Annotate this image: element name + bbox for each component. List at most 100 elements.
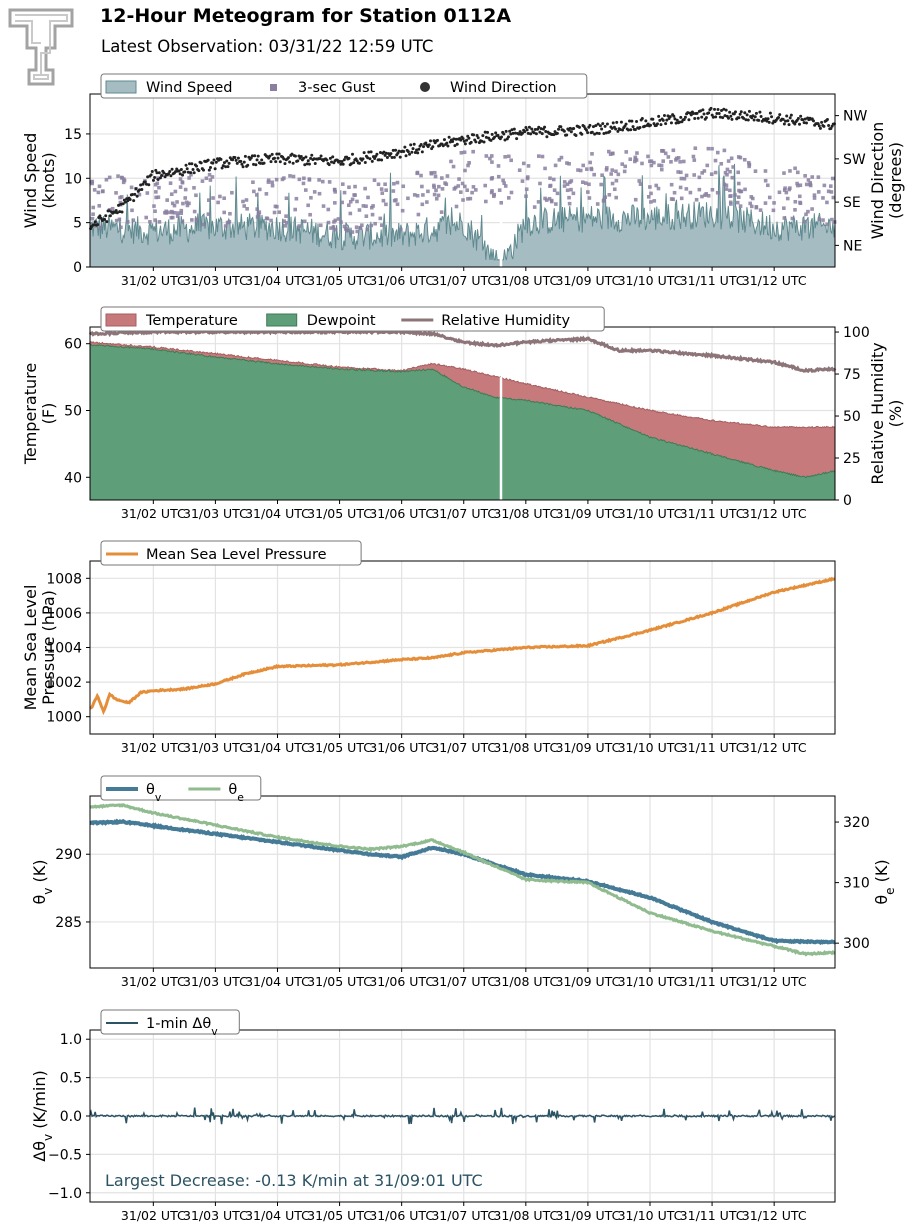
gust-point <box>691 154 696 159</box>
gust-point <box>587 196 592 200</box>
gust-point <box>554 202 558 206</box>
gust-point <box>790 216 795 221</box>
wind-direction-point <box>643 124 647 128</box>
wind-direction-point <box>139 183 143 187</box>
wind-direction-point <box>811 119 815 123</box>
wind-direction-point <box>352 161 356 165</box>
x-tick-label: 31/11 UTC <box>680 273 745 288</box>
wind-direction-point <box>327 163 331 167</box>
gust-point <box>348 211 353 216</box>
wind-direction-point <box>424 141 428 145</box>
gust-point <box>736 181 741 186</box>
wind-direction-point <box>665 118 669 122</box>
wind-direction-point <box>366 156 370 160</box>
gust-point <box>669 160 673 164</box>
y-axis-label-line: Temperature <box>21 363 40 465</box>
gust-point <box>350 197 355 202</box>
wind-direction-point <box>758 110 762 114</box>
axes-frame <box>89 795 836 969</box>
legend-marker <box>420 82 430 92</box>
gust-point <box>763 178 768 183</box>
gust-point <box>679 176 684 181</box>
gust-point <box>169 192 174 196</box>
wind-direction-point <box>147 183 151 187</box>
y-tick-label: 1004 <box>46 641 82 657</box>
x-tick-label: 31/06 UTC <box>369 974 434 989</box>
wind-direction-point <box>602 131 606 135</box>
gust-point <box>652 160 656 165</box>
wind-direction-point <box>195 164 199 168</box>
x-tick-label: 31/02 UTC <box>121 506 186 521</box>
wind-direction-point <box>594 124 598 128</box>
gust-point <box>763 201 768 205</box>
wind-direction-point <box>132 199 136 203</box>
y-axis-label: θv (K) <box>30 860 55 905</box>
gust-point <box>633 159 637 164</box>
x-tick-label: 31/10 UTC <box>618 273 683 288</box>
x-tick-label: 31/08 UTC <box>493 273 558 288</box>
gust-point <box>176 211 180 215</box>
gust-point <box>610 168 615 172</box>
wind-direction-point <box>416 151 420 155</box>
gust-point <box>114 191 118 195</box>
gust-point <box>728 169 732 174</box>
gust-point <box>724 187 729 191</box>
gust-point <box>363 186 367 191</box>
gust-point <box>175 214 180 218</box>
wind-direction-point <box>342 158 346 162</box>
gust-point <box>419 173 423 178</box>
gust-point <box>704 192 709 196</box>
wind-direction-point <box>135 194 139 198</box>
wind-direction-point <box>408 152 412 156</box>
gust-point <box>466 197 470 201</box>
gust-point <box>586 190 590 194</box>
gust-point <box>230 190 234 195</box>
gust-point <box>684 173 689 178</box>
wind-direction-point <box>286 156 290 160</box>
gust-point <box>360 223 364 228</box>
wind-direction-point <box>829 126 833 130</box>
wind-direction-point <box>718 115 722 119</box>
gust-point <box>499 200 504 205</box>
x-tick-label: 31/12 UTC <box>742 273 807 288</box>
x-tick-label: 31/02 UTC <box>121 273 186 288</box>
gust-point <box>270 183 275 188</box>
gust-point <box>445 174 450 178</box>
wind-direction-point <box>782 122 786 126</box>
gust-point <box>754 205 759 209</box>
y-tick-label: 1002 <box>46 675 82 691</box>
wind-direction-point <box>121 202 125 206</box>
wind-direction-point <box>318 157 322 161</box>
gust-point <box>830 217 834 222</box>
gust-point <box>352 193 356 197</box>
gust-point <box>742 157 747 162</box>
wind-direction-point <box>557 127 561 131</box>
gust-point <box>164 209 168 214</box>
wind-direction-point <box>619 120 623 124</box>
gust-point <box>693 146 698 151</box>
legend-label: Mean Sea Level Pressure <box>146 547 327 563</box>
wind-direction-point <box>666 114 670 118</box>
gust-point <box>796 183 800 188</box>
wind-direction-point <box>146 175 150 179</box>
gust-point <box>497 188 502 192</box>
wind-direction-point <box>357 161 361 165</box>
wind-direction-point <box>362 151 366 155</box>
gust-point <box>380 191 385 195</box>
gust-point <box>223 224 228 228</box>
wind-direction-point <box>586 131 590 135</box>
gust-point <box>610 151 615 156</box>
wind-direction-point <box>630 119 634 123</box>
wind-direction-point <box>178 172 182 176</box>
gust-point <box>179 208 184 213</box>
wind-direction-point <box>678 120 682 124</box>
gust-point <box>825 222 829 227</box>
gust-point <box>183 196 188 200</box>
gust-point <box>357 208 362 212</box>
gust-point <box>549 198 554 203</box>
gust-point <box>797 194 802 199</box>
wind-direction-point <box>699 109 703 113</box>
gust-point <box>772 201 776 205</box>
wind-direction-point <box>169 174 173 178</box>
